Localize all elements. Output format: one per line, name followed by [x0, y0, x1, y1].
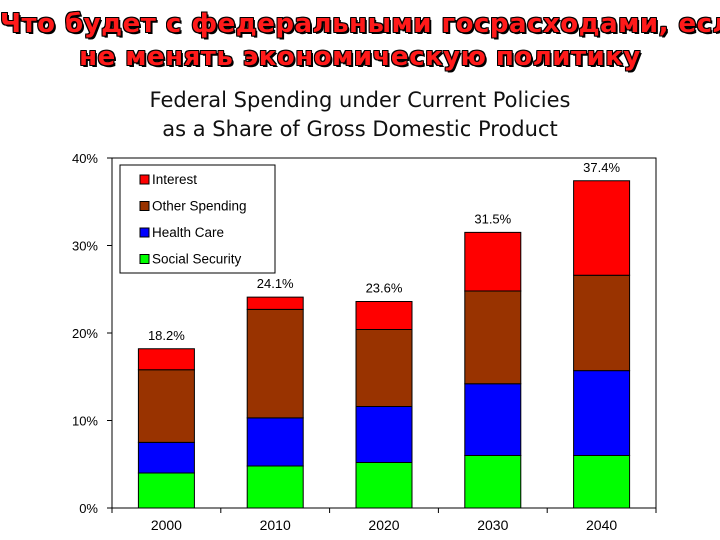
x-tick-label: 2040 — [586, 517, 617, 533]
bar-total-label: 37.4% — [583, 160, 620, 175]
bar-segment-social-security — [137, 472, 195, 509]
x-tick-label: 2020 — [368, 517, 399, 533]
bar-segment-other-spending — [464, 290, 522, 385]
x-tick-label: 2010 — [260, 517, 291, 533]
x-tick-label: 2030 — [477, 517, 508, 533]
bar-total-label: 23.6% — [366, 281, 403, 296]
bar-segment-interest — [137, 348, 195, 371]
bar-segment-other-spending — [355, 329, 413, 407]
bar-total-label: 18.2% — [148, 328, 185, 343]
slide-title-line-1: Что будет с федеральными госрасходами, е… — [0, 9, 720, 39]
bar-segment-other-spending — [137, 369, 195, 443]
bar-segment-social-security — [464, 455, 522, 509]
bar-segment-interest — [246, 296, 304, 310]
chart-title-line-2: as a Share of Gross Domestic Product — [162, 117, 558, 141]
bar-total-label: 31.5% — [474, 211, 511, 226]
bar-segment-interest — [464, 231, 522, 292]
y-tick-label: 20% — [72, 326, 98, 341]
legend-label: Health Care — [152, 225, 224, 240]
bar-segment-social-security — [573, 455, 631, 509]
legend-label: Other Spending — [152, 199, 247, 214]
bar-segment-social-security — [355, 462, 413, 509]
bar-segment-health-care — [464, 383, 522, 456]
chart-title: Federal Spending under Current Policies … — [0, 86, 720, 144]
y-tick-label: 10% — [72, 414, 98, 429]
bar-segment-other-spending — [573, 274, 631, 372]
bar-total-label: 24.1% — [257, 276, 294, 291]
slide-title: Что будет с федеральными госрасходами, е… — [0, 8, 720, 74]
bar-segment-health-care — [137, 441, 195, 474]
chart-title-line-1: Federal Spending under Current Policies — [149, 88, 571, 112]
y-tick-label: 40% — [72, 151, 98, 166]
x-tick-label: 2000 — [151, 517, 182, 533]
legend-swatch — [139, 201, 150, 211]
legend-swatch — [139, 254, 150, 264]
bar-segment-health-care — [573, 370, 631, 456]
bar-segment-other-spending — [246, 308, 304, 419]
y-tick-label: 30% — [72, 239, 98, 254]
bar-segment-health-care — [355, 406, 413, 463]
legend-label: Interest — [152, 172, 197, 187]
legend-label: Social Security — [152, 252, 242, 267]
bar-segment-interest — [355, 301, 413, 330]
bar-segment-social-security — [246, 465, 304, 509]
bar-segment-health-care — [246, 417, 304, 467]
y-tick-label: 0% — [79, 501, 98, 516]
legend-swatch — [139, 174, 150, 185]
slide-title-line-2: не менять экономическую политику — [79, 42, 641, 72]
legend-swatch — [139, 227, 150, 238]
bar-segment-interest — [573, 180, 631, 276]
